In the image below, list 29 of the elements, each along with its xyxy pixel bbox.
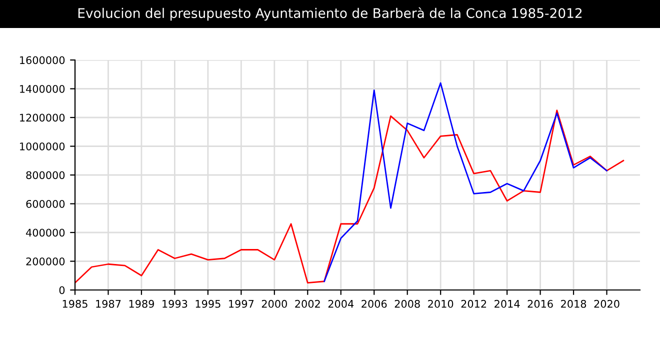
x-tick-label: 2016 bbox=[528, 300, 553, 308]
y-tick-label: 400000 bbox=[26, 228, 65, 237]
y-tick-label: 1400000 bbox=[20, 84, 65, 93]
x-tick-label: 2020 bbox=[594, 300, 620, 308]
y-tick-label: 1200000 bbox=[20, 114, 65, 122]
x-tick-label: 2000 bbox=[262, 300, 287, 308]
x-tick-label: 2012 bbox=[461, 300, 486, 308]
x-tick-label: 1995 bbox=[196, 300, 220, 308]
x-tick-label: 2008 bbox=[394, 300, 420, 308]
y-tick-label: 200000 bbox=[26, 257, 65, 266]
x-tick-label: 2010 bbox=[428, 300, 454, 308]
x-tick-label: 2014 bbox=[494, 300, 520, 308]
y-tick-label: 600000 bbox=[26, 200, 65, 208]
x-tick-label: 1997 bbox=[229, 300, 254, 308]
x-tick-label: 1993 bbox=[162, 300, 188, 308]
x-tick-label: 2002 bbox=[295, 300, 320, 308]
x-tick-label: 2018 bbox=[561, 300, 586, 308]
y-tick-label: 1600000 bbox=[20, 56, 65, 64]
chart-title: Evolucion del presupuesto Ayuntamiento de Barberà de la Conca 1985-2012 bbox=[78, 7, 582, 21]
x-tick-label: 2004 bbox=[328, 300, 354, 308]
line-series bbox=[324, 82, 608, 282]
line-series bbox=[75, 110, 624, 284]
y-tick-label: 0 bbox=[59, 286, 65, 294]
x-tick-label: 1987 bbox=[96, 300, 121, 308]
x-tick-label: 1989 bbox=[129, 300, 154, 308]
x-tick-label: 2006 bbox=[362, 300, 387, 308]
y-tick-label: 1000000 bbox=[20, 142, 65, 150]
x-tick-label: 1985 bbox=[62, 300, 88, 308]
y-tick-label: 800000 bbox=[26, 171, 65, 180]
